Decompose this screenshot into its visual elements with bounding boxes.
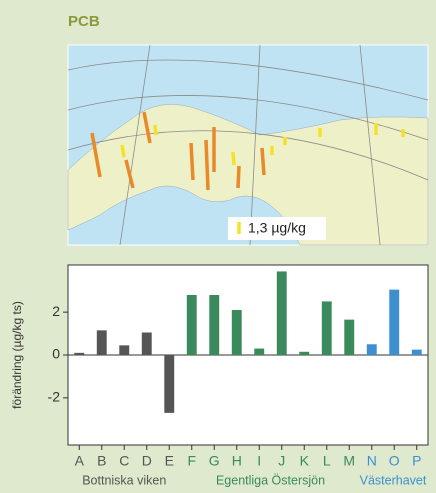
- x-tick-label: D: [142, 453, 152, 469]
- x-tick-label: N: [367, 453, 377, 469]
- x-tick-label: E: [165, 453, 174, 469]
- bar: [412, 350, 422, 355]
- bar: [299, 352, 309, 355]
- bar: [322, 301, 332, 355]
- x-tick-label: J: [278, 453, 285, 469]
- x-tick-label: B: [97, 453, 106, 469]
- bar: [164, 355, 174, 413]
- bar: [187, 295, 197, 355]
- x-tick-label: O: [389, 453, 400, 469]
- bar: [367, 344, 377, 355]
- bar: [97, 330, 107, 355]
- bar: [119, 345, 129, 355]
- y-tick-label: 0: [52, 346, 60, 362]
- y-tick-label: 2: [52, 303, 60, 319]
- page: PCB 1,3 µg/kg förändring (µg/kg ts) -202…: [0, 0, 436, 493]
- bar: [142, 333, 152, 356]
- bar: [254, 349, 264, 355]
- x-tick-label: M: [343, 453, 355, 469]
- x-tick-label: A: [75, 453, 85, 469]
- x-tick-label: G: [209, 453, 220, 469]
- bar: [232, 310, 242, 355]
- bar: [209, 295, 219, 355]
- x-tick-label: L: [323, 453, 331, 469]
- legend-label: Västerhavet: [360, 473, 427, 487]
- x-tick-label: I: [257, 453, 261, 469]
- bar: [277, 271, 287, 355]
- map-legend-label: 1,3 µg/kg: [248, 220, 306, 236]
- title: PCB: [68, 13, 100, 30]
- y-tick-label: -2: [48, 389, 61, 405]
- legend-label: Egentliga Östersjön: [216, 473, 325, 487]
- bar: [344, 320, 354, 355]
- x-tick-label: C: [119, 453, 129, 469]
- legend-label: Bottniska viken: [82, 473, 166, 487]
- y-axis-label: förändring (µg/kg ts): [10, 301, 24, 409]
- x-tick-label: P: [412, 453, 421, 469]
- x-tick-label: K: [300, 453, 310, 469]
- x-tick-label: F: [187, 453, 196, 469]
- x-tick-label: H: [232, 453, 242, 469]
- map: 1,3 µg/kg: [68, 45, 428, 245]
- bar: [74, 353, 84, 355]
- bar: [389, 290, 399, 355]
